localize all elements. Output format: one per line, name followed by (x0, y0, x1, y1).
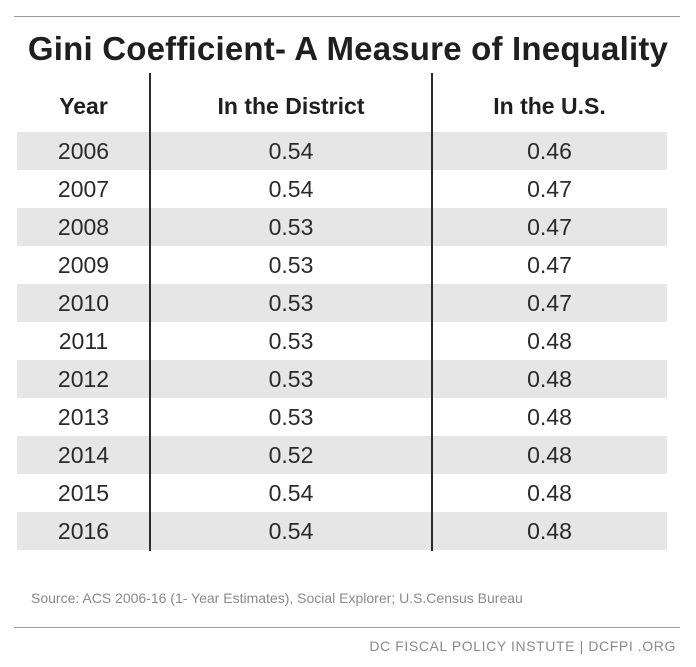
cell-us: 0.47 (527, 289, 572, 316)
brand-footer: DC FISCAL POLICY INSTUTE | DCFPI .ORG (369, 638, 676, 654)
cell-year: 2013 (57, 403, 110, 430)
cell-us: 0.48 (527, 365, 572, 392)
cell-district: 0.53 (268, 213, 314, 240)
cell-us: 0.47 (527, 175, 572, 202)
cell-year: 2009 (57, 251, 110, 278)
cell-district: 0.54 (268, 175, 314, 202)
cell-us: 0.47 (527, 213, 572, 240)
table-row: 2013 0.53 0.48 (17, 398, 667, 436)
cell-district: 0.54 (268, 137, 314, 164)
table-row: 2010 0.53 0.47 (17, 284, 667, 322)
cell-district: 0.53 (268, 251, 314, 278)
cell-district: 0.52 (268, 441, 314, 468)
table-row: 2009 0.53 0.47 (17, 246, 667, 284)
table-row: 2012 0.53 0.48 (17, 360, 667, 398)
table-body: 2006 0.54 0.46 2007 0.54 0.47 2008 0.53 0.47 2009… (17, 132, 667, 550)
table-row: 2006 0.54 0.46 (17, 132, 667, 170)
cell-district: 0.54 (268, 517, 314, 544)
cell-year: 2008 (57, 213, 110, 240)
cell-district: 0.53 (268, 365, 314, 392)
bottom-rule (14, 627, 680, 628)
cell-year: 2015 (57, 479, 110, 506)
top-rule (14, 16, 680, 17)
cell-year: 2011 (58, 327, 109, 354)
cell-district: 0.53 (268, 403, 314, 430)
column-divider-2 (431, 73, 433, 551)
cell-us: 0.48 (527, 479, 572, 506)
cell-year: 2016 (57, 517, 110, 544)
header-district: In the District (217, 92, 365, 119)
cell-us: 0.48 (527, 441, 572, 468)
cell-year: 2014 (57, 441, 110, 468)
cell-year: 2006 (57, 137, 110, 164)
cell-year: 2007 (57, 175, 110, 202)
table-row: 2008 0.53 0.47 (17, 208, 667, 246)
cell-district: 0.53 (268, 327, 314, 354)
header-year: Year (59, 92, 108, 119)
cell-us: 0.48 (527, 403, 572, 430)
table-row: 2015 0.54 0.48 (17, 474, 667, 512)
cell-district: 0.54 (268, 479, 314, 506)
table-row: 2016 0.54 0.48 (17, 512, 667, 550)
cell-us: 0.47 (527, 251, 572, 278)
cell-us: 0.48 (527, 327, 572, 354)
table-header-row: Year In the District In the U.S. (17, 80, 667, 132)
chart-title: Gini Coefficient- A Measure of Inequalit… (27, 30, 669, 67)
cell-year: 2010 (57, 289, 110, 316)
table-row: 2011 0.53 0.48 (17, 322, 667, 360)
source-note: Source: ACS 2006-16 (1- Year Estimates),… (31, 590, 523, 606)
column-divider-1 (149, 73, 151, 551)
table-row: 2007 0.54 0.47 (17, 170, 667, 208)
cell-us: 0.46 (527, 137, 572, 164)
table-row: 2014 0.52 0.48 (17, 436, 667, 474)
header-us: In the U.S. (493, 92, 606, 119)
cell-us: 0.48 (527, 517, 572, 544)
gini-table: Year In the District In the U.S. 2006 0.5… (17, 80, 667, 550)
cell-year: 2012 (57, 365, 110, 392)
cell-district: 0.53 (268, 289, 314, 316)
